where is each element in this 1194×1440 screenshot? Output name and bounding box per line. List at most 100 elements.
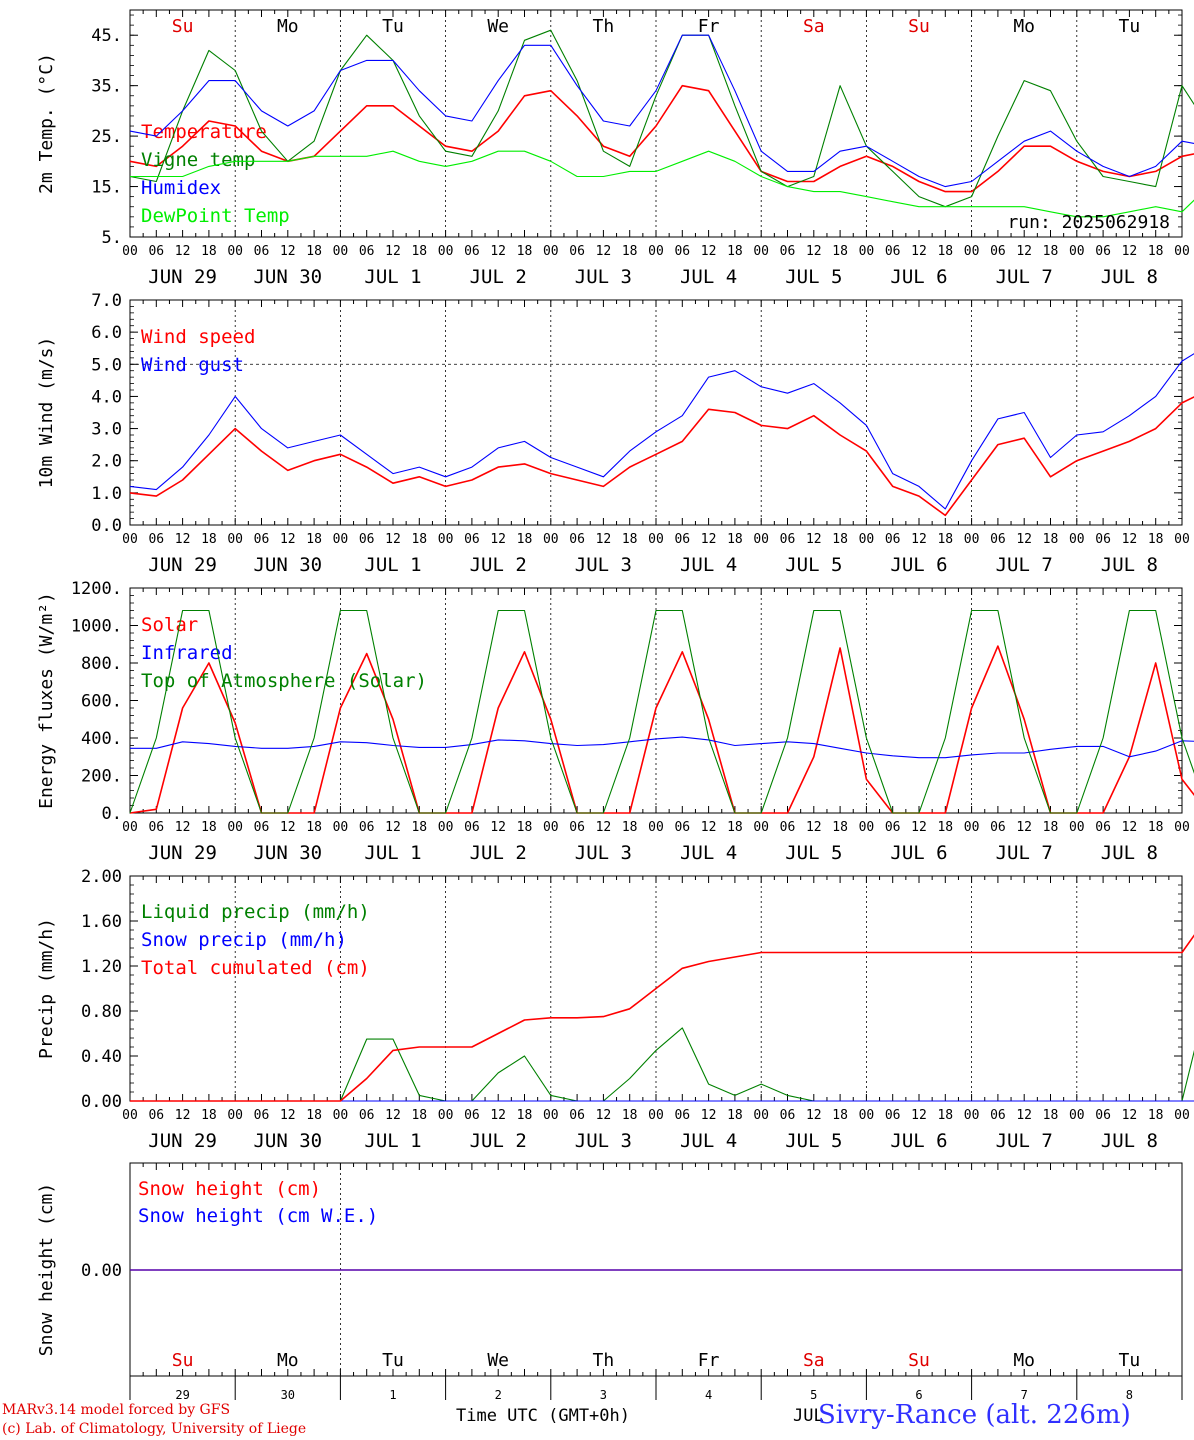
date-label: JUL 6: [890, 1130, 947, 1152]
date-label: JUL 8: [1101, 554, 1158, 576]
hour-tick-label: 00: [753, 1108, 769, 1123]
day-number: 29: [175, 1388, 189, 1402]
hour-tick-label: 18: [622, 1108, 638, 1123]
y-axis-label: Energy fluxes (W/m²): [36, 592, 57, 809]
y-tick-label: 35.: [91, 77, 122, 97]
date-label: JUL 8: [1101, 266, 1158, 288]
hour-tick-label: 12: [596, 1108, 612, 1123]
hour-tick-label: 00: [1174, 820, 1190, 835]
hour-tick-label: 12: [490, 532, 506, 547]
panel-5: 0.00 Snow height (cm) Snow height (cm) Snow…: [36, 1162, 1183, 1377]
hour-tick-label: 12: [806, 532, 822, 547]
hour-tick-label: 18: [411, 532, 427, 547]
hour-tick-label: 00: [543, 244, 559, 259]
hour-tick-label: 12: [1122, 1108, 1138, 1123]
hour-tick-label: 12: [175, 532, 191, 547]
hour-tick-label: 06: [148, 1108, 164, 1123]
date-label: JUL 3: [575, 1130, 632, 1152]
hour-tick-label: 00: [648, 532, 664, 547]
day-name: Fr: [698, 16, 720, 37]
hour-tick-label: 12: [1016, 1108, 1032, 1123]
hour-tick-label: 12: [490, 1108, 506, 1123]
hour-tick-label: 12: [911, 532, 927, 547]
hour-tick-label: 00: [964, 532, 980, 547]
hour-tick-label: 00: [333, 532, 349, 547]
hour-tick-label: 18: [517, 532, 533, 547]
hour-tick-label: 18: [832, 1108, 848, 1123]
hour-tick-label: 18: [411, 1108, 427, 1123]
credit-line-1: MARv3.14 model forced by GFS: [2, 1402, 231, 1418]
y-tick-label: 800.: [81, 654, 122, 674]
hour-tick-label: 18: [727, 820, 743, 835]
date-label: JUL 2: [470, 1130, 527, 1152]
hour-tick-label: 12: [1122, 532, 1138, 547]
hour-tick-label: 06: [674, 244, 690, 259]
hour-tick-label: 18: [517, 1108, 533, 1123]
hour-tick-label: 00: [859, 532, 875, 547]
date-label: JUL 4: [680, 266, 737, 288]
panel-4: 0.00 0.40 0.80 1.20 1.60 2.00 Precip (mm/h) Liq…: [36, 867, 1194, 1152]
day-name: Su: [908, 1350, 930, 1371]
hour-tick-label: 06: [148, 244, 164, 259]
hour-tick-label: 12: [175, 820, 191, 835]
hour-tick-label: 06: [359, 244, 375, 259]
hour-tick-label: 00: [543, 1108, 559, 1123]
y-tick-label: 45.: [91, 26, 122, 46]
series-line-infrared: [130, 736, 1194, 759]
hour-tick-label: 18: [306, 532, 322, 547]
hour-tick-label: 06: [990, 532, 1006, 547]
hour-tick-label: 18: [622, 244, 638, 259]
date-label: JUN 29: [148, 554, 217, 576]
panel-1: 5.15.25.35.45.2m Temp. (°C) TemperatureVi…: [36, 9, 1194, 288]
date-label: JUL 6: [890, 266, 947, 288]
hour-tick-label: 12: [175, 1108, 191, 1123]
hour-tick-label: 06: [254, 244, 270, 259]
hour-tick-label: 00: [859, 244, 875, 259]
hour-tick-label: 00: [122, 532, 138, 547]
day-name: Fr: [698, 1350, 720, 1371]
hour-tick-label: 06: [464, 244, 480, 259]
day-name: Mo: [1013, 1350, 1035, 1371]
hour-tick-label: 18: [201, 244, 217, 259]
hour-tick-label: 18: [937, 532, 953, 547]
hour-tick-label: 18: [1148, 820, 1164, 835]
legend-entry: DewPoint Temp: [141, 205, 290, 227]
hour-tick-label: 06: [1095, 1108, 1111, 1123]
day-number: 5: [810, 1388, 817, 1402]
hour-tick-label: 00: [1174, 244, 1190, 259]
series-line-dewpoint-temp: [130, 150, 1194, 218]
date-label: JUL 1: [364, 266, 421, 288]
date-label: JUL 5: [785, 842, 842, 864]
date-label: JUL 7: [996, 554, 1053, 576]
hour-tick-label: 12: [911, 820, 927, 835]
date-label: JUN 29: [148, 842, 217, 864]
day-name: We: [487, 16, 509, 37]
hour-tick-label: 18: [1043, 532, 1059, 547]
hour-tick-label: 06: [254, 1108, 270, 1123]
day-name: Tu: [1119, 1350, 1141, 1371]
hour-tick-label: 00: [227, 1108, 243, 1123]
day-number: 4: [705, 1388, 712, 1402]
hour-tick-label: 06: [1095, 244, 1111, 259]
hour-tick-label: 12: [701, 244, 717, 259]
date-label: JUL 5: [785, 554, 842, 576]
date-label: JUL 6: [890, 554, 947, 576]
day-number: 30: [281, 1388, 295, 1402]
hour-tick-label: 18: [306, 244, 322, 259]
day-name: Th: [593, 16, 615, 37]
y-tick-label: 600.: [81, 692, 122, 712]
y-tick-label: 400.: [81, 729, 122, 749]
hour-tick-label: 18: [832, 244, 848, 259]
hour-tick-label: 12: [280, 820, 296, 835]
legend-entry: Solar: [141, 614, 198, 636]
y-tick-label: 5.0: [91, 355, 122, 375]
hour-tick-label: 18: [727, 244, 743, 259]
hour-tick-label: 18: [727, 1108, 743, 1123]
hour-tick-label: 06: [1095, 820, 1111, 835]
series-line-solar: [129, 645, 1194, 814]
date-label: JUN 30: [253, 266, 322, 288]
credit-line-2: (c) Lab. of Climatology, University of L…: [2, 1421, 307, 1437]
hour-tick-label: 06: [990, 820, 1006, 835]
hour-tick-label: 12: [490, 820, 506, 835]
hour-tick-label: 12: [596, 532, 612, 547]
